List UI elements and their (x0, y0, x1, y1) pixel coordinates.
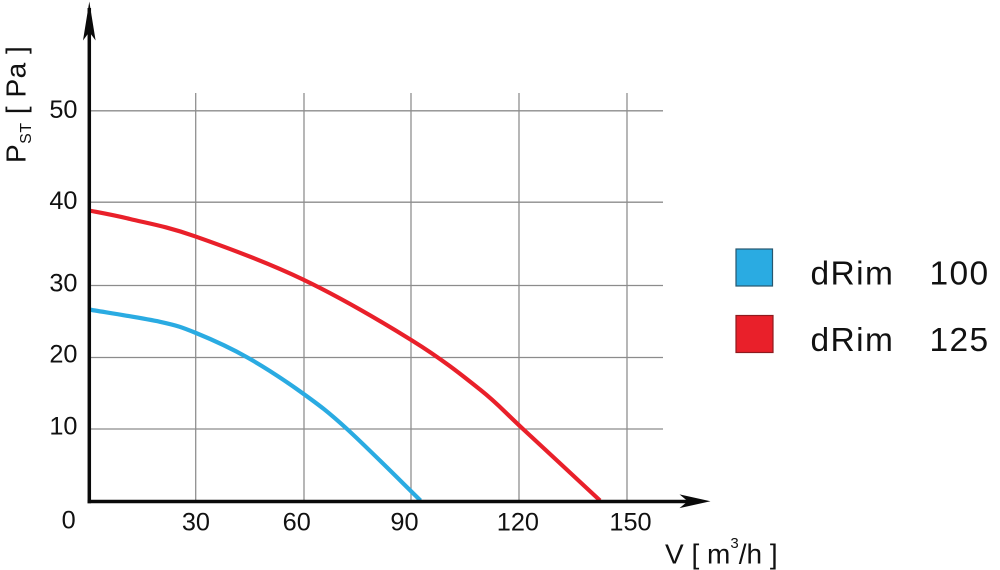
svg-text:10: 10 (49, 412, 77, 440)
svg-text:120: 120 (497, 508, 539, 536)
svg-text:125: 125 (930, 322, 990, 359)
svg-text:20: 20 (49, 341, 77, 369)
svg-text:0: 0 (62, 506, 76, 534)
svg-text:V [ m3/h ]: V [ m3/h ] (665, 535, 778, 570)
svg-text:150: 150 (609, 508, 651, 536)
svg-text:40: 40 (49, 187, 77, 215)
svg-text:50: 50 (49, 96, 77, 124)
svg-text:dRim: dRim (811, 256, 895, 293)
svg-text:60: 60 (283, 508, 311, 536)
svg-text:90: 90 (390, 508, 418, 536)
svg-text:30: 30 (182, 508, 210, 536)
svg-text:dRim: dRim (811, 322, 895, 359)
svg-text:30: 30 (49, 270, 77, 298)
svg-text:PST [ Pa ]: PST [ Pa ] (1, 46, 36, 163)
svg-text:100: 100 (930, 256, 990, 293)
